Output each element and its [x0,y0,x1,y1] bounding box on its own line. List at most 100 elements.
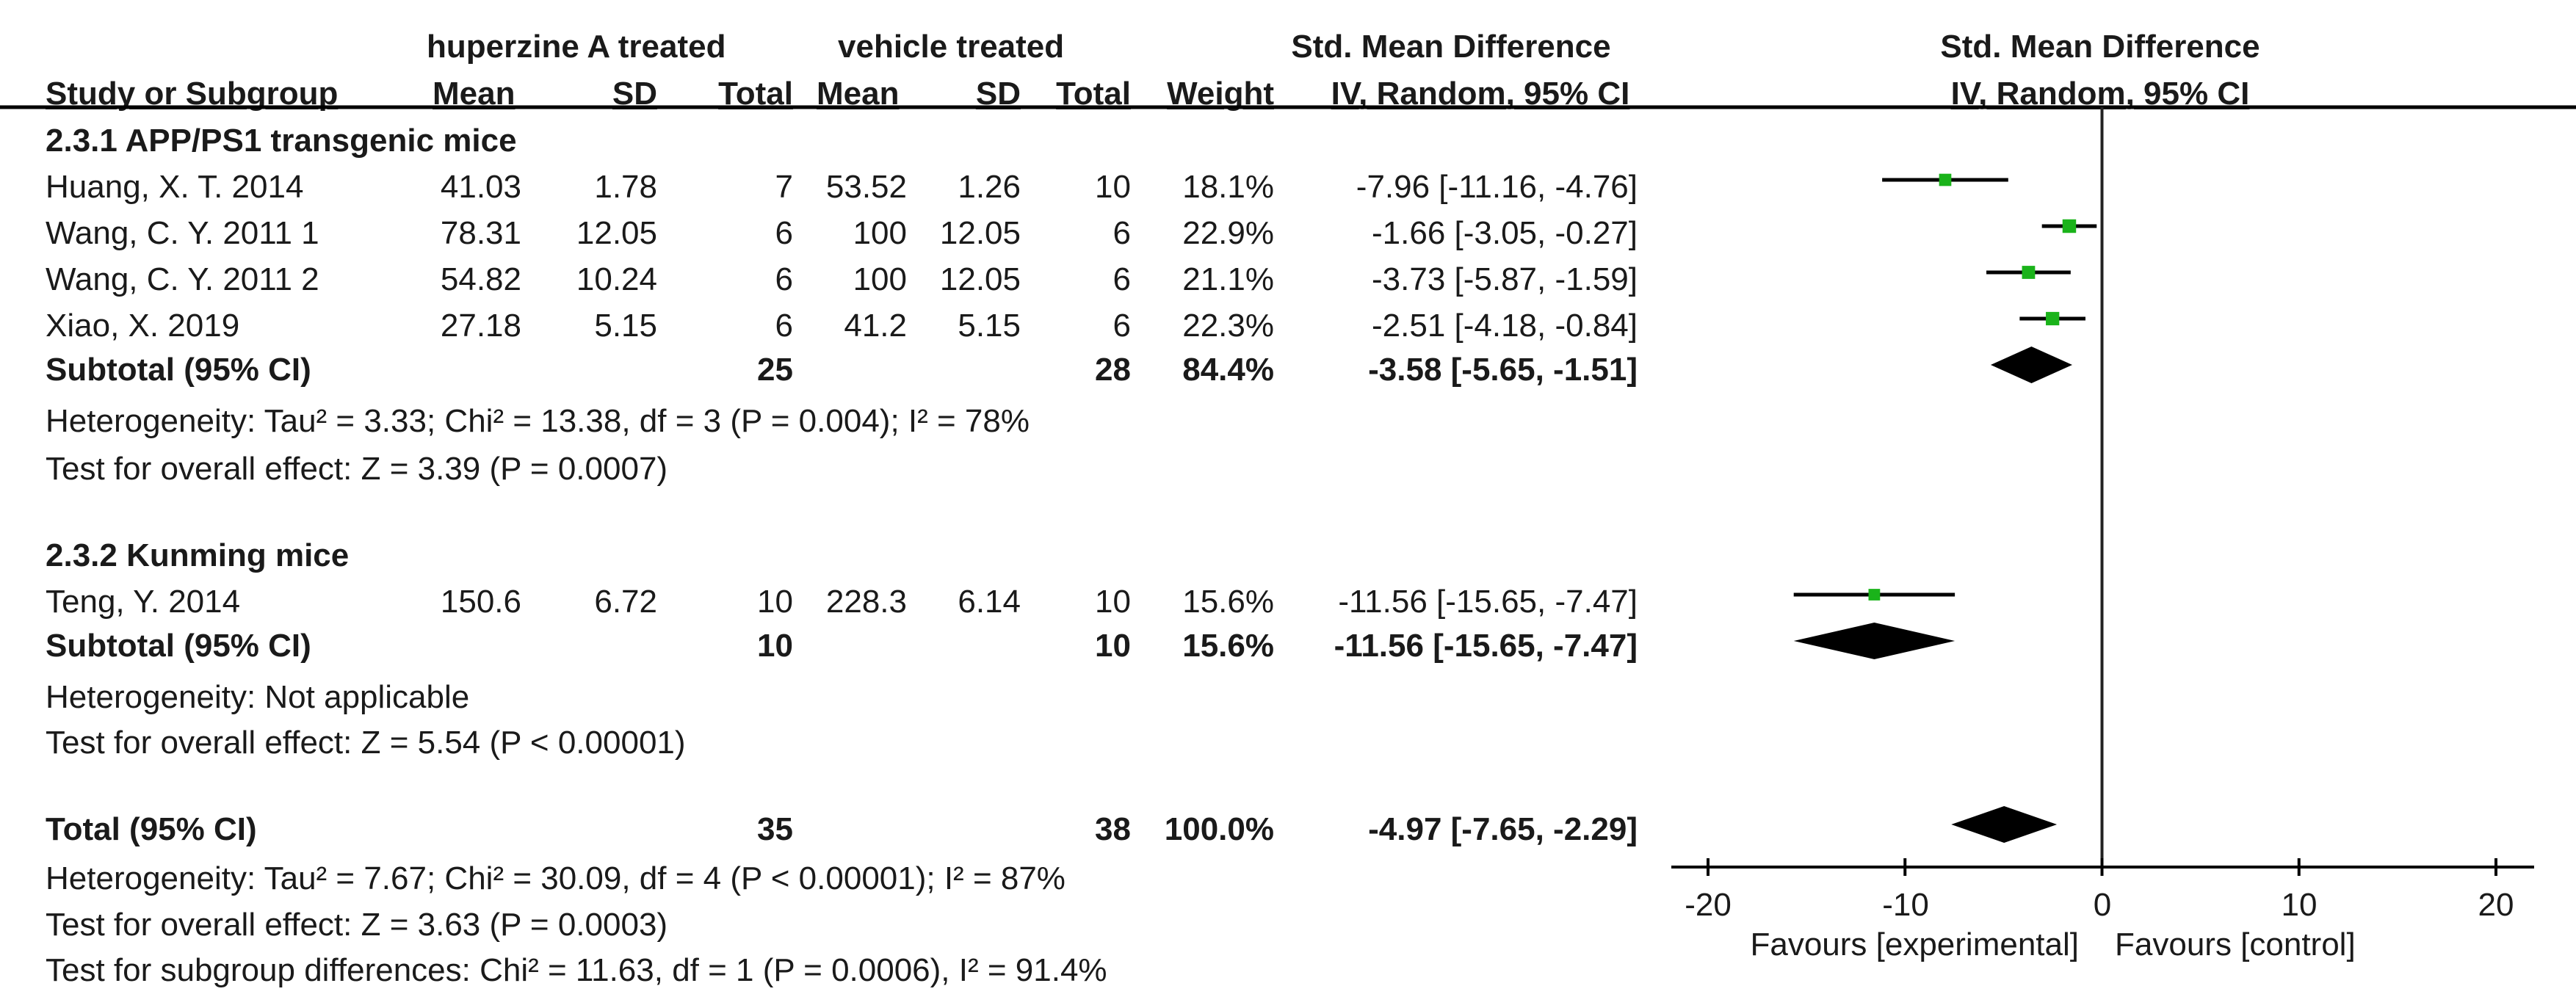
treated-total: 6 [775,261,793,297]
control-total: 10 [1095,169,1131,205]
weight-value: 18.1% [1182,169,1274,205]
treated-total: 10 [757,584,793,620]
heterogeneity-text: Heterogeneity: Tau² = 3.33; Chi² = 13.38… [46,403,1030,439]
study-name: Xiao, X. 2019 [46,308,240,344]
treated-total: 35 [757,811,793,847]
control-sd-header: SD [975,76,1021,112]
ci-text: -11.56 [-15.65, -7.47] [1338,584,1638,620]
control-total: 10 [1095,628,1131,664]
pooled-effect-diamond [1951,806,2058,843]
control-mean: 100 [853,215,907,251]
control-mean: 53.52 [825,169,907,205]
study-name: Wang, C. Y. 2011 2 [46,261,319,297]
control-mean-header: Mean [817,76,900,112]
study-name: Wang, C. Y. 2011 1 [46,215,319,251]
treated-sd: 10.24 [576,261,657,297]
treated-total: 25 [757,352,793,388]
treated-mean-header: Mean [433,76,515,112]
effect-marker [2062,219,2077,233]
treated-total: 10 [757,628,793,664]
favours-experimental-label: Favours [experimental] [1750,927,2079,962]
control-total: 28 [1095,352,1131,388]
effect-marker [1939,173,1952,186]
treated-group-header: huperzine A treated [427,29,726,65]
x-tick-label: 20 [2478,887,2514,923]
control-sd: 12.05 [939,215,1021,251]
ci-text: -11.56 [-15.65, -7.47] [1334,628,1638,664]
weight-value: 100.0% [1164,811,1274,847]
effect-marker [2046,311,2060,326]
subtotal-label: Subtotal (95% CI) [46,628,311,664]
x-tick-label: 0 [2093,887,2112,923]
treated-total: 6 [775,308,793,344]
weight-value: 22.3% [1182,308,1274,344]
overall-effect-text: Test for overall effect: Z = 5.54 (P < 0… [46,725,686,761]
treated-mean: 54.82 [440,261,521,297]
x-tick-label: -20 [1685,887,1732,923]
control-total: 10 [1095,584,1131,620]
control-total: 6 [1112,261,1131,297]
subtotal-label: Subtotal (95% CI) [46,352,311,388]
ci-text: -7.96 [-11.16, -4.76] [1356,169,1638,205]
effect-header-right-1: Std. Mean Difference [1940,29,2260,65]
heterogeneity-text: Heterogeneity: Tau² = 7.67; Chi² = 30.09… [46,860,1066,896]
weight-value: 21.1% [1182,261,1274,297]
control-total: 6 [1112,308,1131,344]
treated-total: 7 [775,169,793,205]
ci-text: -4.97 [-7.65, -2.29] [1368,811,1638,847]
treated-total: 6 [775,215,793,251]
treated-total-header: Total [718,76,793,112]
control-mean: 41.2 [844,308,907,344]
control-sd: 5.15 [958,308,1021,344]
control-sd: 1.26 [958,169,1021,205]
ci-text: -1.66 [-3.05, -0.27] [1372,215,1638,251]
weight-value: 15.6% [1182,584,1274,620]
control-total: 6 [1112,215,1131,251]
weight-value: 22.9% [1182,215,1274,251]
ci-text: -3.58 [-5.65, -1.51] [1368,352,1638,388]
control-total: 38 [1095,811,1131,847]
subgroup-difference-text: Test for subgroup differences: Chi² = 11… [46,952,1107,988]
treated-sd: 12.05 [576,215,657,251]
effect-header-left-1: Std. Mean Difference [1291,29,1611,65]
treated-sd: 6.72 [594,584,657,620]
control-group-header: vehicle treated [838,29,1065,65]
treated-mean: 78.31 [440,215,521,251]
favours-control-label: Favours [control] [2115,927,2356,962]
heterogeneity-text: Heterogeneity: Not applicable [46,679,470,715]
control-total-header: Total [1056,76,1131,112]
overall-effect-text: Test for overall effect: Z = 3.39 (P = 0… [46,451,668,487]
weight-header: Weight [1167,76,1274,112]
x-tick-label: 10 [2281,887,2318,923]
pooled-effect-diamond [1793,623,1955,659]
treated-sd-header: SD [612,76,657,112]
x-tick-label: -10 [1882,887,1929,923]
weight-value: 84.4% [1182,352,1274,388]
study-name: Huang, X. T. 2014 [46,169,304,205]
treated-sd: 1.78 [594,169,657,205]
effect-marker [1868,589,1881,601]
treated-mean: 27.18 [440,308,521,344]
subgroup-title: 2.3.2 Kunming mice [46,537,350,573]
control-sd: 12.05 [939,261,1021,297]
treated-mean: 41.03 [440,169,521,205]
ci-text: -2.51 [-4.18, -0.84] [1372,308,1638,344]
effect-marker [2022,266,2036,279]
control-sd: 6.14 [958,584,1021,620]
effect-header-left-2: IV, Random, 95% CI [1331,76,1630,112]
effect-header-right-2: IV, Random, 95% CI [1950,76,2250,112]
treated-mean: 150.6 [440,584,521,620]
subgroup-title: 2.3.1 APP/PS1 transgenic mice [46,123,517,159]
ci-text: -3.73 [-5.87, -1.59] [1372,261,1638,297]
study-name: Teng, Y. 2014 [46,584,241,620]
treated-sd: 5.15 [594,308,657,344]
control-mean: 228.3 [825,584,907,620]
study-column-header: Study or Subgroup [46,76,339,112]
control-mean: 100 [853,261,907,297]
pooled-effect-diamond [1990,347,2072,383]
overall-effect-text: Test for overall effect: Z = 3.63 (P = 0… [46,907,668,943]
weight-value: 15.6% [1182,628,1274,664]
total-label: Total (95% CI) [46,811,257,847]
